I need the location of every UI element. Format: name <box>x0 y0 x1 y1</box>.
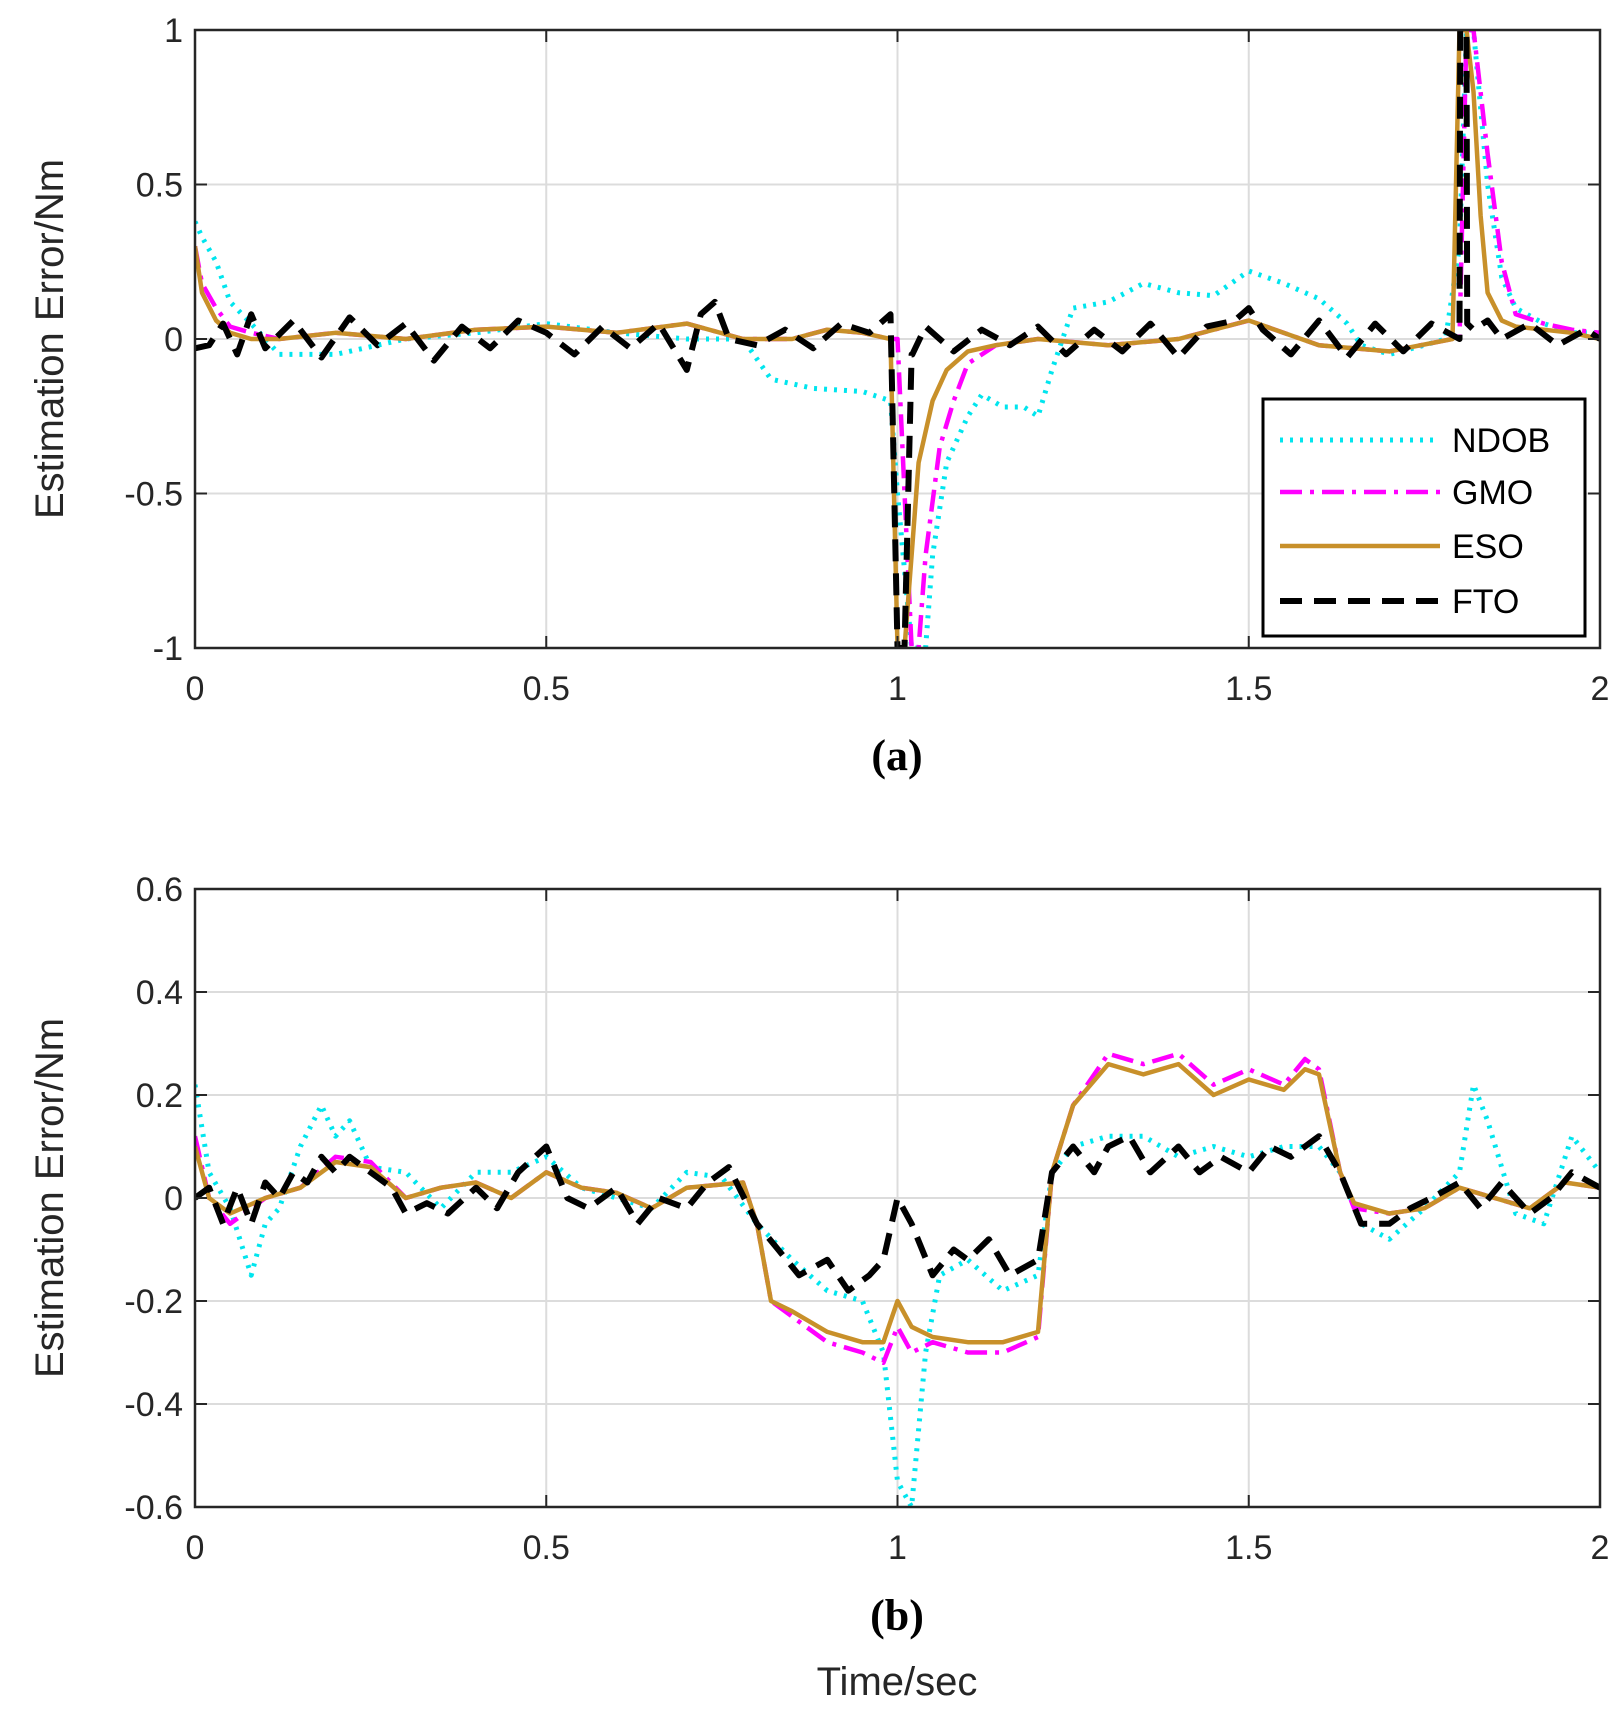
legend-label-ndob: NDOB <box>1452 422 1550 460</box>
series-line-fto <box>195 1133 1600 1294</box>
x-axis-label: Time/sec <box>817 1660 978 1704</box>
y-tick-label: 1 <box>164 12 183 50</box>
series-line-eso <box>195 1061 1600 1345</box>
y-axis-label-b: Estimation Error/Nm <box>28 1018 72 1378</box>
y-tick-label: 0 <box>164 321 183 359</box>
series-group-a <box>195 30 1600 648</box>
series-line-eso <box>195 30 1600 648</box>
x-tick-label: 0 <box>186 1529 205 1567</box>
series-group-b <box>195 1051 1600 1507</box>
y-tick-label: 0.2 <box>136 1077 183 1115</box>
x-tick-label: 2 <box>1591 670 1610 708</box>
legend-label-gmo: GMO <box>1452 474 1533 512</box>
y-tick-label: -0.5 <box>124 476 183 514</box>
y-tick-label: -0.2 <box>124 1283 183 1321</box>
y-tick-label: -0.6 <box>124 1489 183 1527</box>
series-line-fto <box>195 30 1600 648</box>
legend-label-fto: FTO <box>1452 583 1519 621</box>
y-tick-label: -1 <box>153 630 183 668</box>
y-tick-label: 0 <box>164 1180 183 1218</box>
x-tick-label: 2 <box>1591 1529 1610 1567</box>
x-tick-label: 1 <box>888 670 907 708</box>
x-tick-label: 0.5 <box>523 1529 570 1567</box>
x-tick-label: 0 <box>186 670 205 708</box>
chart-panel-a: 0 0.5 1 1.5 2 -1 -0.5 0 0.5 1 Estimation Error/Nm… <box>28 12 1609 780</box>
legend-label-eso: ESO <box>1452 528 1524 566</box>
y-tick-label: 0.4 <box>136 974 183 1012</box>
x-tick-label: 1.5 <box>1225 1529 1272 1567</box>
y-tick-label: 0.5 <box>136 167 183 205</box>
y-tick-label: -0.4 <box>124 1386 183 1424</box>
x-tick-label: 1.5 <box>1225 670 1272 708</box>
ticks-a: 0 0.5 1 1.5 2 -1 -0.5 0 0.5 1 <box>124 12 1609 708</box>
legend: NDOB GMO ESO FTO <box>1261 397 1587 638</box>
x-tick-label: 0.5 <box>523 670 570 708</box>
y-axis-label-a: Estimation Error/Nm <box>28 159 72 519</box>
panel-label-b: (b) <box>870 1591 924 1640</box>
panel-label-a: (a) <box>871 731 922 780</box>
chart-panel-b: 0 0.5 1 1.5 2 -0.6 -0.4 -0.2 0 0.2 0.4 0.6 Estimati… <box>28 871 1609 1704</box>
y-tick-label: 0.6 <box>136 871 183 909</box>
legend-box <box>1261 397 1587 638</box>
x-tick-label: 1 <box>888 1529 907 1567</box>
ticks-b: 0 0.5 1 1.5 2 -0.6 -0.4 -0.2 0 0.2 0.4 0.6 <box>124 871 1609 1567</box>
